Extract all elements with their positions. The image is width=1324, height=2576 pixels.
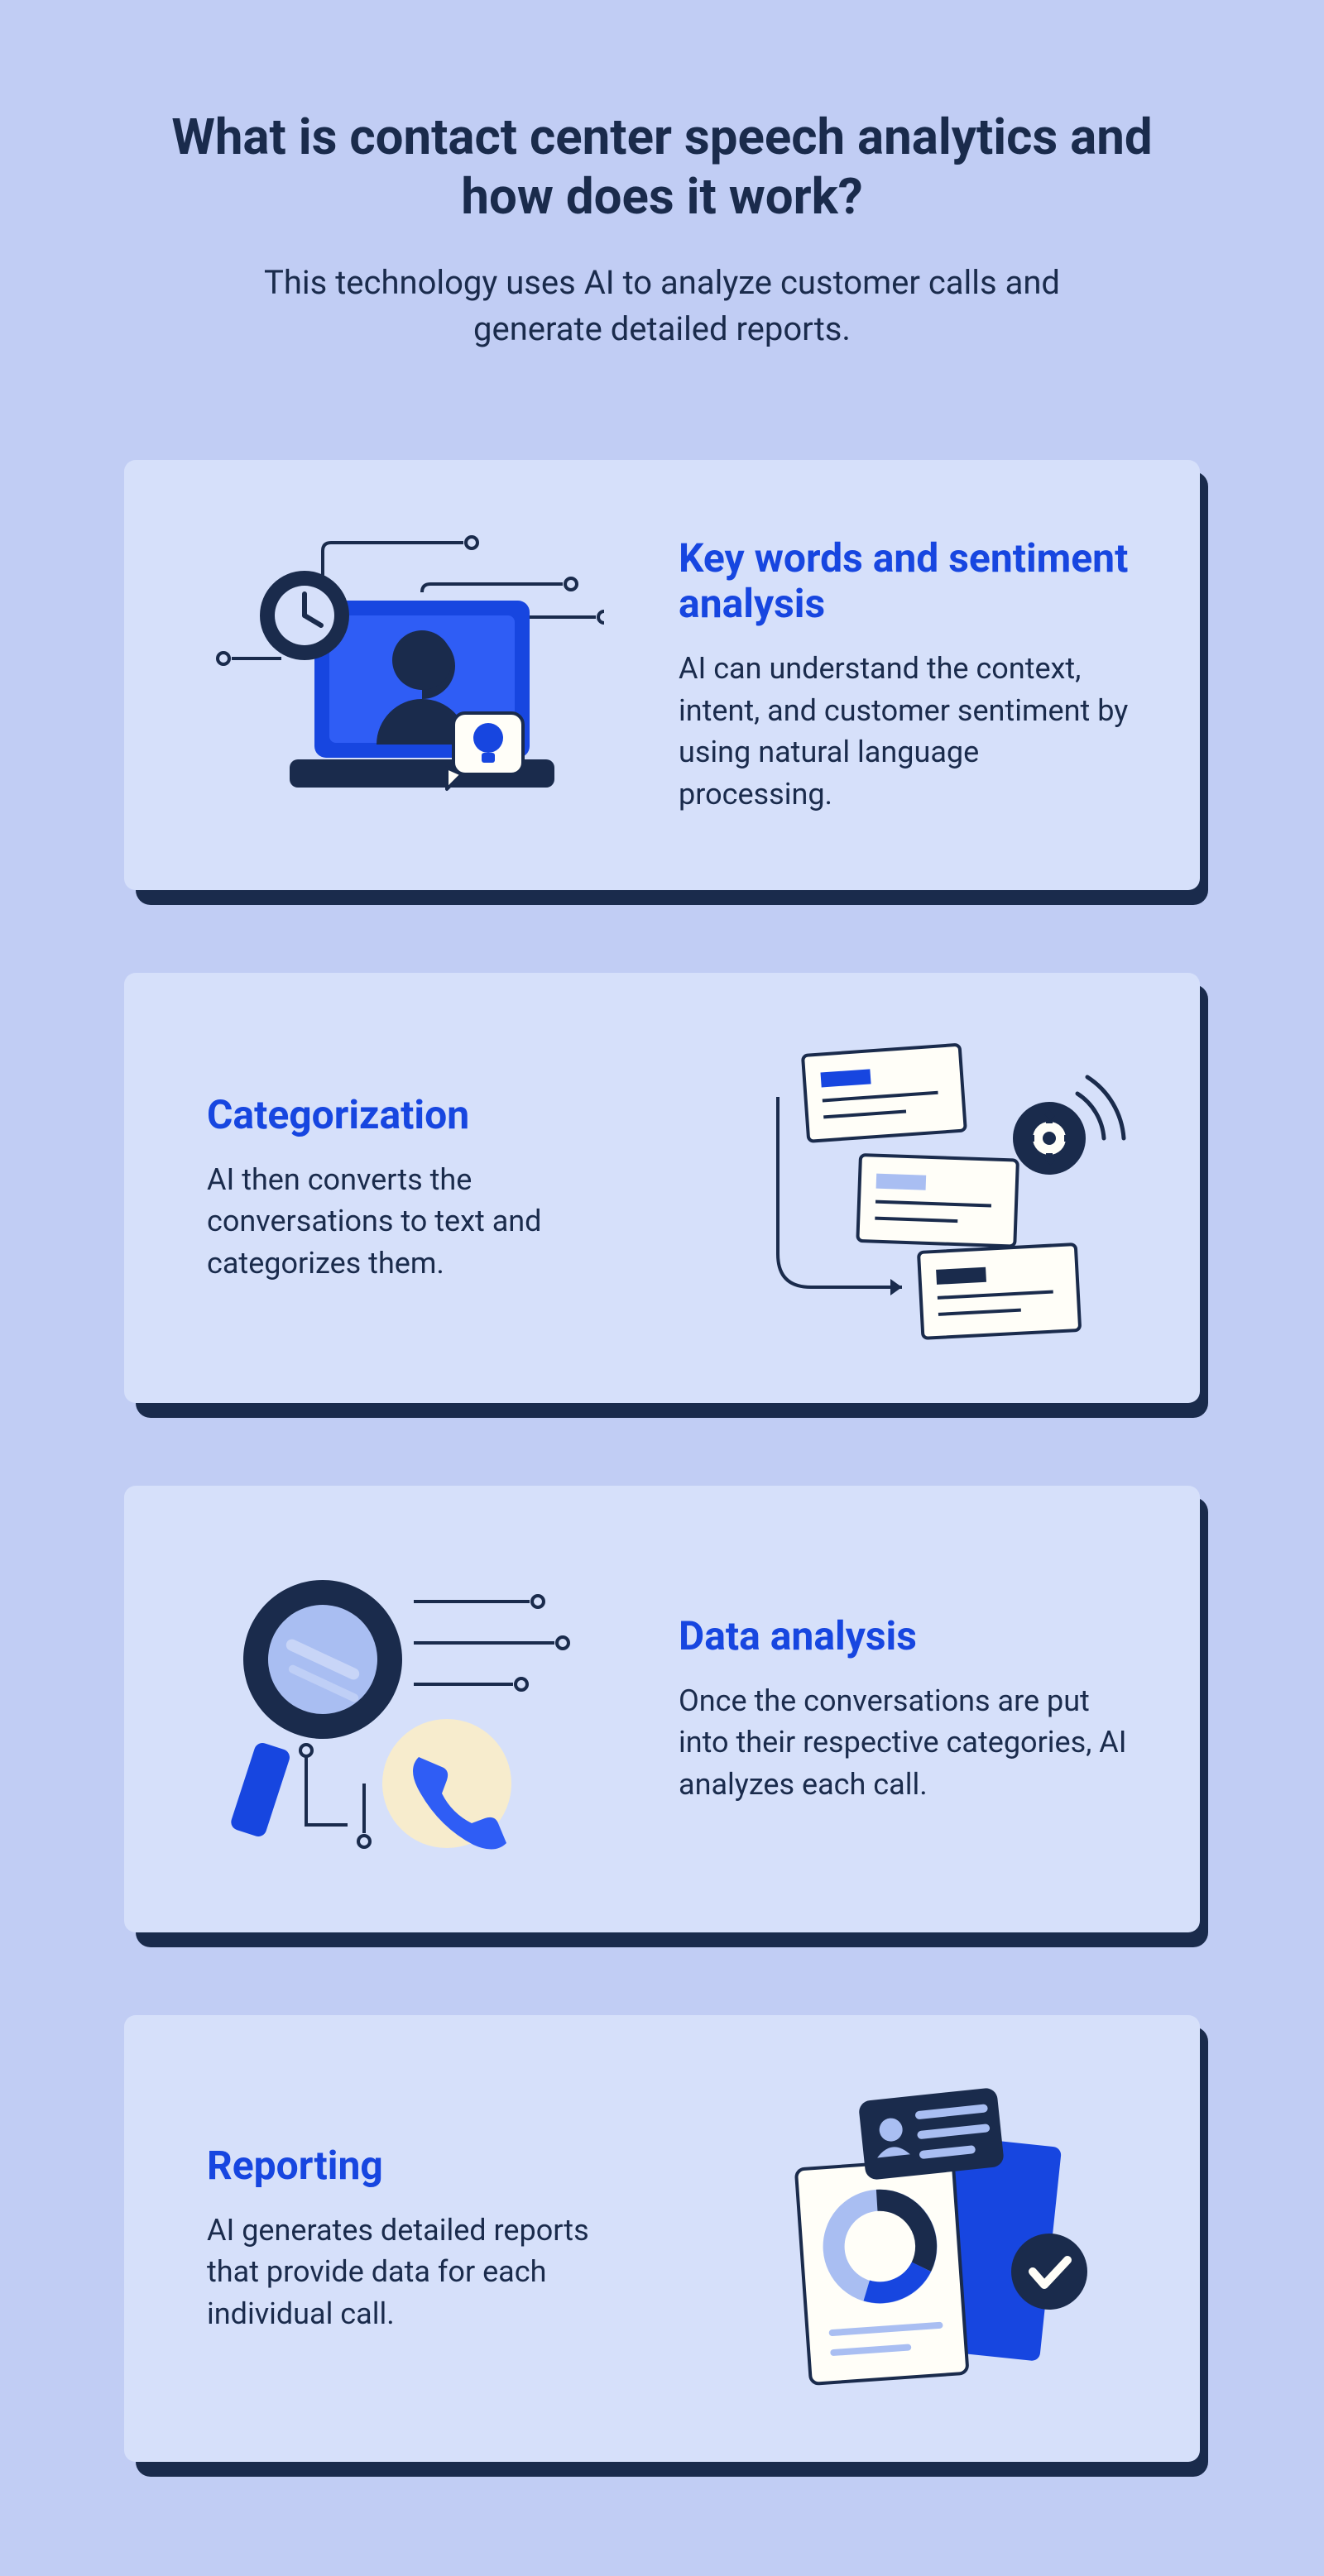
card-body-text: AI generates detailed reports that provi… [207,2210,645,2334]
magnify-phone-icon [199,1544,612,1875]
infographic: What is contact center speech analytics … [124,108,1200,2576]
card-text: Categorization AI then converts the conv… [190,1092,645,1284]
card-1: Key words and sentiment analysis AI can … [124,460,1200,890]
laptop-clock-icon [207,518,604,832]
card-body: Key words and sentiment analysis AI can … [124,460,1200,890]
illustration-categorization [703,1031,1134,1345]
card-body-text: Once the conversations are put into thei… [679,1680,1134,1805]
card-body: Data analysis Once the conversations are… [124,1486,1200,1932]
card-body-text: AI can understand the context, intent, a… [679,648,1134,815]
illustration-keywords [190,518,621,832]
card-body: Reporting AI generates detailed reports … [124,2015,1200,2462]
page-subtitle: This technology uses AI to analyze custo… [257,260,1067,352]
card-body-text: AI then converts the conversations to te… [207,1159,645,1284]
card-title: Key words and sentiment analysis [679,535,1134,626]
card-title: Data analysis [679,1613,1134,1659]
card-body: Categorization AI then converts the conv… [124,973,1200,1403]
card-4: Reporting AI generates detailed reports … [124,2015,1200,2462]
card-text: Key words and sentiment analysis AI can … [679,535,1134,815]
report-check-icon [712,2073,1125,2404]
card-text: Data analysis Once the conversations are… [679,1613,1134,1805]
card-3: Data analysis Once the conversations are… [124,1486,1200,1932]
illustration-data-analysis [190,1544,621,1875]
card-title: Categorization [207,1092,645,1137]
categorize-docs-icon [703,1031,1134,1345]
page-title: What is contact center speech analytics … [124,108,1200,227]
card-text: Reporting AI generates detailed reports … [190,2143,645,2334]
card-2: Categorization AI then converts the conv… [124,973,1200,1403]
header: What is contact center speech analytics … [124,108,1200,352]
illustration-reporting [703,2073,1134,2404]
card-title: Reporting [207,2143,645,2188]
